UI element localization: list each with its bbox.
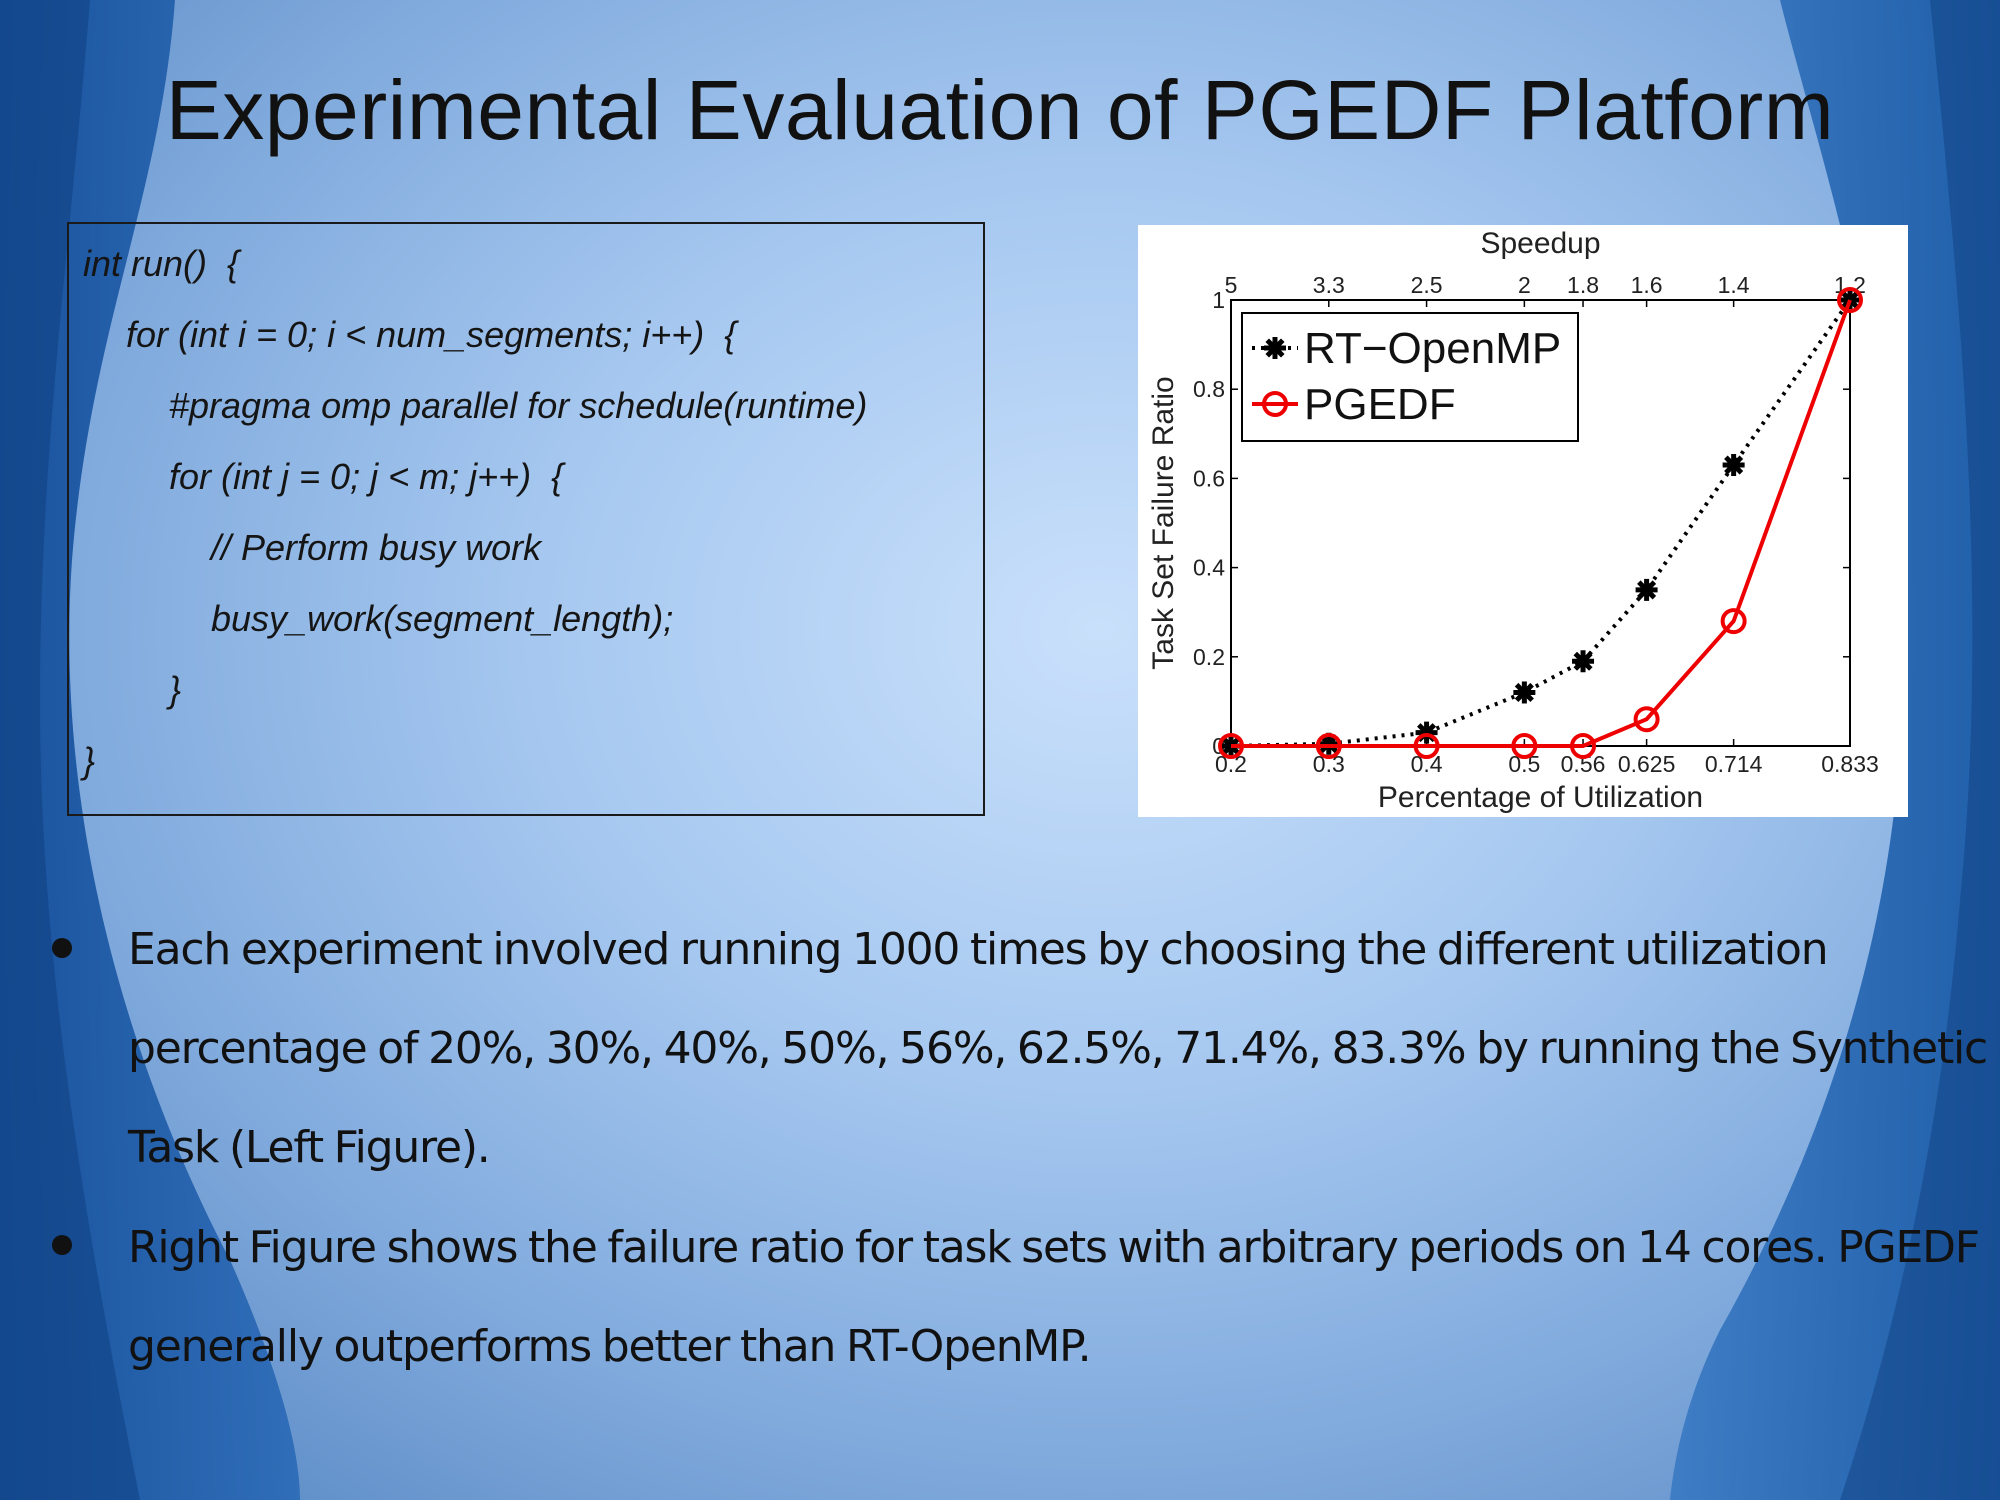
- x-tick-label: 0.56: [1561, 751, 1606, 777]
- data-point-rt-openmp: [1513, 681, 1536, 704]
- bullet-text: Each experiment involved running 1000 ti…: [128, 924, 1988, 1173]
- data-point-pgedf: [1315, 733, 1342, 759]
- series-line-rt-openmp: [1230, 298, 1852, 748]
- code-line: for (int i = 0; i < num_segments; i++) {: [126, 314, 737, 355]
- code-line: busy_work(segment_length);: [211, 598, 674, 639]
- code-line: int run() {: [83, 243, 240, 284]
- data-point-pgedf: [1511, 733, 1538, 759]
- bullet-text: Right Figure shows the failure ratio for…: [128, 1222, 1980, 1372]
- code-line: #pragma omp parallel for schedule(runtim…: [169, 385, 868, 426]
- x2-tick-label: 2.5: [1411, 272, 1443, 298]
- y-tick-label: 0.6: [1193, 465, 1225, 491]
- code-line: }: [169, 669, 182, 710]
- series-line-pgedf: [1231, 299, 1852, 748]
- data-point-pgedf: [1633, 706, 1660, 733]
- x-tick-label: 0.625: [1618, 751, 1676, 777]
- data-point-pgedf: [1413, 733, 1440, 759]
- code-line: for (int j = 0; j < m; j++) {: [169, 456, 564, 497]
- x-tick-label: 0.833: [1821, 751, 1879, 777]
- y-tick-label: 1: [1212, 287, 1225, 313]
- x2-tick-label: 1.6: [1631, 272, 1663, 298]
- bullet-marker: [52, 1235, 72, 1255]
- x-tick-label: 0.4: [1411, 751, 1443, 777]
- x2-tick-label: 5: [1225, 272, 1238, 298]
- legend-marker-pgedf: [1262, 391, 1288, 417]
- slide-title: Experimental Evaluation of PGEDF Platfor…: [165, 63, 1835, 157]
- y-tick-label: 0.2: [1193, 644, 1225, 670]
- legend-label: PGEDF: [1304, 380, 1456, 429]
- data-point-pgedf: [1720, 608, 1747, 635]
- data-point-pgedf: [1837, 287, 1863, 313]
- x-axis-label: Percentage of Utilization: [1378, 781, 1703, 814]
- legend-label: RT−OpenMP: [1304, 324, 1561, 373]
- data-point-rt-openmp: [1722, 454, 1745, 477]
- x2-axis-label: Speedup: [1480, 227, 1600, 260]
- legend-box: [1241, 312, 1579, 442]
- code-line: // Perform busy work: [211, 527, 542, 568]
- x2-tick-label: 1.8: [1567, 272, 1599, 298]
- x2-tick-label: 2: [1518, 272, 1531, 298]
- code-snippet: int run() { for (int i = 0; i < num_segm…: [67, 222, 985, 816]
- y-axis-label: Task Set Failure Ratio: [1147, 376, 1180, 669]
- x-tick-label: 0.3: [1313, 751, 1345, 777]
- x-tick-label: 0.714: [1705, 751, 1763, 777]
- failure-ratio-chart: 0.2 5 0.3 3.3 0.4 2.5 0.5 2 0.56 1.8 0.625 1.6 0.714…: [1138, 225, 1908, 817]
- data-point-rt-openmp: [1572, 650, 1595, 673]
- y-tick-label: 0.8: [1193, 376, 1225, 402]
- bullet-marker: [52, 938, 72, 958]
- x-tick-label: 0.5: [1508, 751, 1540, 777]
- legend-marker-rt-openmp: [1264, 337, 1286, 359]
- data-point-rt-openmp: [1635, 578, 1658, 601]
- x2-tick-label: 3.3: [1313, 272, 1345, 298]
- chart-canvas: 0.2 5 0.3 3.3 0.4 2.5 0.5 2 0.56 1.8 0.625 1.6 0.714…: [1147, 227, 1879, 814]
- y-tick-label: 0.4: [1193, 555, 1225, 581]
- data-point-pgedf: [1570, 733, 1597, 759]
- data-point-pgedf: [1218, 733, 1244, 759]
- code-line: }: [83, 740, 96, 781]
- x2-tick-label: 1.4: [1718, 272, 1750, 298]
